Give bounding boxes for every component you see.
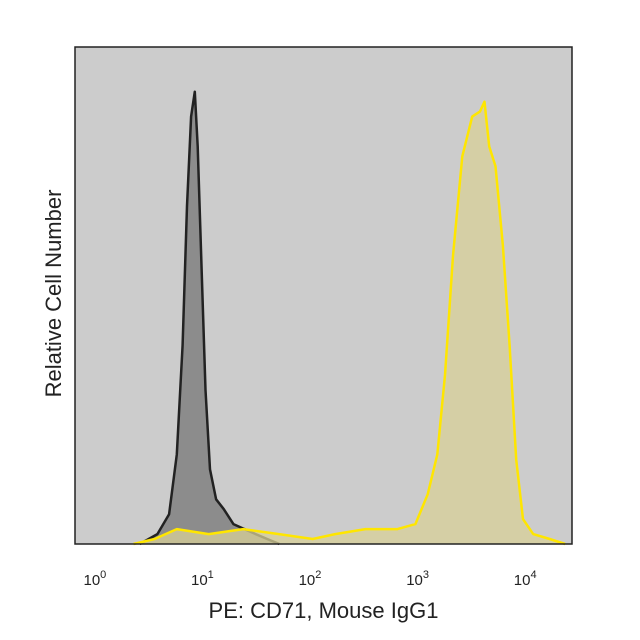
series-yellow-cd71-line: [133, 100, 566, 546]
x-tick-label-3: 103: [406, 569, 429, 589]
plot-frame: [74, 46, 573, 545]
y-axis-title: Relative Cell Number: [41, 190, 66, 398]
x-axis-title: PE: CD71, Mouse IgG1: [209, 598, 439, 623]
x-tick-label-1: 101: [191, 569, 214, 589]
series-layer: [133, 90, 566, 546]
x-axis-ticks: 100 101 102 103 104: [83, 569, 536, 589]
x-tick-label-2: 102: [299, 569, 322, 589]
x-tick-label-4: 104: [514, 569, 537, 589]
x-tick-label-0: 100: [83, 569, 106, 589]
